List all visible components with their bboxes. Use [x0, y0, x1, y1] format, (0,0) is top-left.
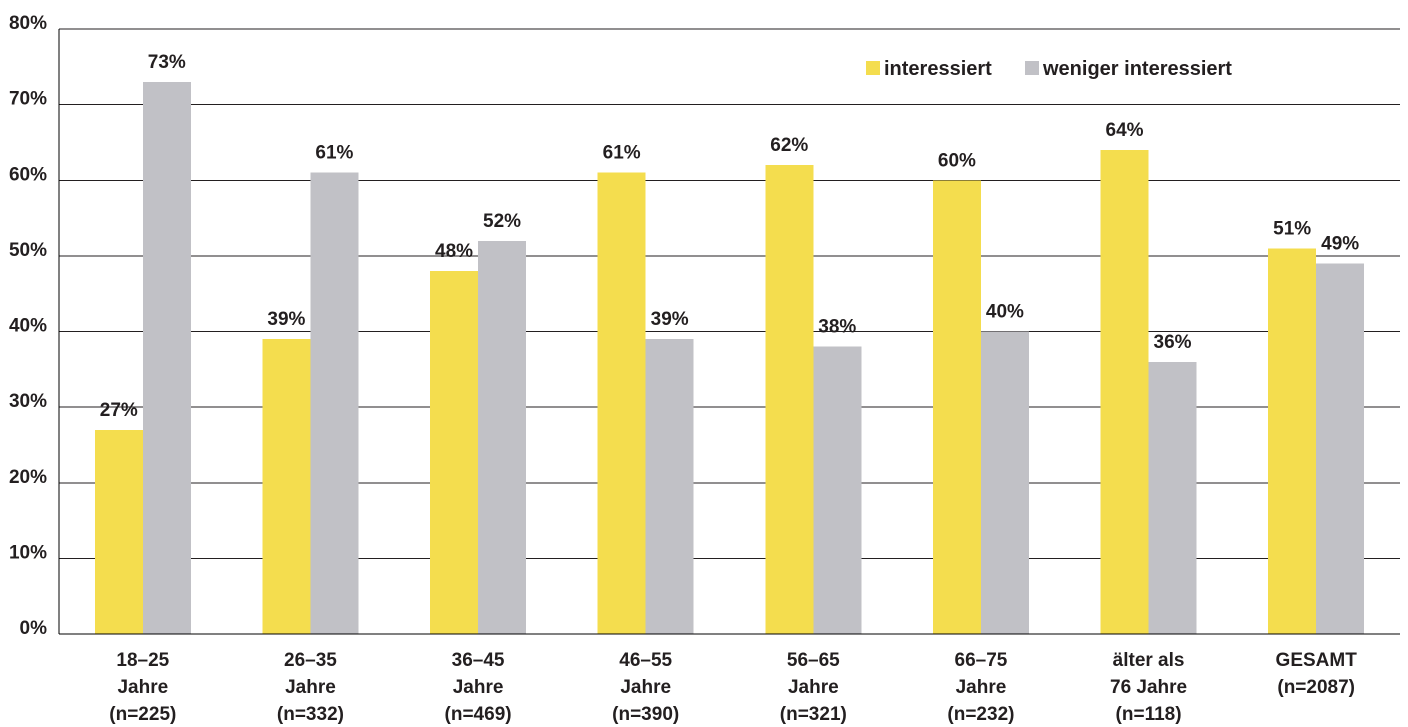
x-tick-label-line: Jahre [956, 677, 1007, 698]
x-axis-category-labels: 18–25 Jahre (n=225) 26–35 Jahre (n=332) 36–45 J… [109, 650, 1357, 725]
bar-interessiert-6 [1100, 150, 1149, 634]
data-label-interessiert-1: 39% [267, 309, 305, 330]
x-tick-label-line: 36–45 [452, 650, 505, 671]
bar-weniger-interessiert-1 [310, 172, 359, 634]
legend-label-weniger-interessiert: weniger interessiert [1042, 58, 1232, 80]
bar-weniger-interessiert-4 [813, 346, 862, 634]
y-tick-label-10: 10% [9, 542, 47, 563]
data-labels: 27% 39% 48% 61% 62% 60% 64% 51% 73% 61% 52% 39% 38% 4… [100, 52, 1360, 421]
legend: interessiert weniger interessiert [866, 58, 1232, 80]
legend-swatch-interessiert [866, 61, 880, 75]
x-tick-label-line: (n=2087) [1277, 677, 1355, 698]
bar-interessiert-0 [94, 429, 143, 634]
x-tick-label-line: Jahre [453, 677, 504, 698]
legend-label-interessiert: interessiert [884, 58, 992, 80]
y-axis-tick-labels: 0% 10% 20% 30% 40% 50% 60% 70% 80% [9, 13, 47, 639]
x-tick-label-line: Jahre [117, 677, 168, 698]
bar-weniger-interessiert-3 [645, 339, 694, 634]
data-label-weniger-interessiert-3: 39% [651, 309, 689, 330]
x-tick-label-3: 46–55 Jahre (n=390) [612, 650, 679, 725]
x-tick-label-line: 76 Jahre [1110, 677, 1187, 698]
data-label-interessiert-3: 61% [603, 143, 641, 164]
bar-interessiert-7 [1268, 248, 1317, 634]
y-tick-label-0: 0% [20, 618, 48, 639]
x-tick-label-line: 46–55 [619, 650, 672, 671]
bar-interessiert-5 [932, 180, 981, 634]
bar-weniger-interessiert-7 [1316, 263, 1365, 634]
data-label-interessiert-6: 64% [1106, 120, 1144, 141]
y-tick-label-70: 70% [9, 89, 47, 110]
x-tick-label-2: 36–45 Jahre (n=469) [445, 650, 512, 725]
x-tick-label-6: älter als 76 Jahre (n=118) [1110, 650, 1187, 725]
x-tick-label-line: älter als [1113, 650, 1185, 671]
y-tick-label-40: 40% [9, 316, 47, 337]
x-tick-label-line: (n=469) [445, 704, 512, 725]
bar-weniger-interessiert-0 [142, 81, 191, 634]
data-label-interessiert-2: 48% [435, 241, 473, 262]
x-tick-label-7: GESAMT (n=2087) [1276, 650, 1358, 698]
bar-weniger-interessiert-2 [478, 240, 527, 634]
x-tick-label-line: 66–75 [955, 650, 1008, 671]
x-tick-label-line: (n=225) [109, 704, 176, 725]
data-label-weniger-interessiert-7: 49% [1321, 233, 1359, 254]
bar-weniger-interessiert-6 [1148, 361, 1197, 634]
data-label-weniger-interessiert-4: 38% [818, 317, 856, 338]
x-tick-label-4: 56–65 Jahre (n=321) [780, 650, 847, 725]
data-label-interessiert-7: 51% [1273, 218, 1311, 239]
x-tick-label-line: 18–25 [116, 650, 169, 671]
data-label-weniger-interessiert-2: 52% [483, 211, 521, 232]
bars [94, 81, 1365, 634]
data-label-interessiert-0: 27% [100, 400, 138, 421]
x-tick-label-line: (n=118) [1116, 704, 1182, 725]
data-label-interessiert-5: 60% [938, 150, 976, 171]
x-tick-label-line: 26–35 [284, 650, 337, 671]
bar-interessiert-3 [597, 172, 646, 634]
x-tick-label-line: Jahre [620, 677, 671, 698]
x-tick-label-1: 26–35 Jahre (n=332) [277, 650, 344, 725]
bar-interessiert-1 [262, 339, 311, 634]
data-label-weniger-interessiert-6: 36% [1154, 332, 1192, 353]
x-tick-label-line: (n=390) [612, 704, 679, 725]
y-tick-label-60: 60% [9, 164, 47, 185]
x-tick-label-line: Jahre [788, 677, 839, 698]
bar-interessiert-2 [430, 271, 479, 634]
y-tick-label-30: 30% [9, 391, 47, 412]
x-tick-label-line: Jahre [285, 677, 336, 698]
gridlines [59, 28, 1400, 559]
x-tick-label-5: 66–75 Jahre (n=232) [947, 650, 1014, 725]
data-label-weniger-interessiert-5: 40% [986, 302, 1024, 323]
x-tick-label-line: (n=332) [277, 704, 344, 725]
x-tick-label-line: 56–65 [787, 650, 840, 671]
bar-interessiert-4 [765, 165, 814, 634]
x-tick-label-0: 18–25 Jahre (n=225) [109, 650, 176, 725]
y-tick-label-80: 80% [9, 13, 47, 34]
y-tick-label-20: 20% [9, 467, 47, 488]
y-tick-label-50: 50% [9, 240, 47, 261]
data-label-weniger-interessiert-0: 73% [148, 52, 186, 73]
bar-weniger-interessiert-5 [980, 331, 1029, 634]
x-tick-label-line: (n=232) [947, 704, 1014, 725]
data-label-weniger-interessiert-1: 61% [315, 143, 353, 164]
data-label-interessiert-4: 62% [770, 135, 808, 156]
legend-swatch-weniger-interessiert [1025, 61, 1039, 75]
x-tick-label-line: (n=321) [780, 704, 847, 725]
x-tick-label-line: GESAMT [1276, 650, 1358, 671]
